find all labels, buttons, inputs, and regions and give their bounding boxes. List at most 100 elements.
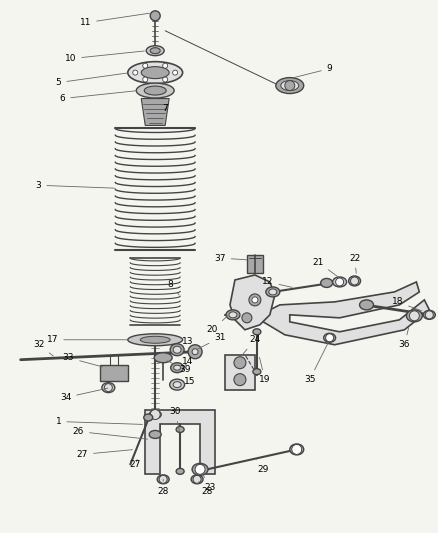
Circle shape xyxy=(104,384,112,392)
Text: 33: 33 xyxy=(63,353,102,367)
Ellipse shape xyxy=(253,329,261,335)
Text: 23: 23 xyxy=(202,474,216,492)
Text: 28: 28 xyxy=(199,481,213,496)
Polygon shape xyxy=(141,99,169,125)
Ellipse shape xyxy=(229,312,237,318)
Text: 8: 8 xyxy=(167,280,179,295)
Text: 11: 11 xyxy=(80,13,149,27)
Bar xyxy=(225,355,255,390)
Text: 5: 5 xyxy=(56,73,127,87)
Text: 31: 31 xyxy=(198,333,226,349)
Text: 27: 27 xyxy=(130,460,141,469)
Circle shape xyxy=(292,445,302,455)
Ellipse shape xyxy=(146,46,164,55)
Circle shape xyxy=(425,311,433,319)
Circle shape xyxy=(242,313,252,323)
Circle shape xyxy=(173,70,178,75)
Circle shape xyxy=(195,464,205,474)
Circle shape xyxy=(252,297,258,303)
Ellipse shape xyxy=(226,310,240,320)
Ellipse shape xyxy=(290,444,304,455)
Circle shape xyxy=(150,409,160,419)
Circle shape xyxy=(192,349,198,355)
Ellipse shape xyxy=(321,278,332,287)
Text: 29: 29 xyxy=(256,459,268,474)
Text: 3: 3 xyxy=(36,181,115,190)
Ellipse shape xyxy=(269,289,277,295)
Text: 14: 14 xyxy=(182,357,194,366)
Text: 39: 39 xyxy=(168,361,191,374)
Circle shape xyxy=(285,80,295,91)
Text: 17: 17 xyxy=(47,335,127,344)
Circle shape xyxy=(234,374,246,385)
Text: 24: 24 xyxy=(242,335,261,356)
Circle shape xyxy=(162,63,168,68)
Text: 6: 6 xyxy=(60,91,135,103)
Ellipse shape xyxy=(154,353,172,362)
Circle shape xyxy=(336,278,343,286)
Circle shape xyxy=(162,77,168,82)
Bar xyxy=(100,365,128,381)
Ellipse shape xyxy=(276,78,304,94)
Text: 26: 26 xyxy=(73,427,148,439)
Ellipse shape xyxy=(176,469,184,474)
Text: 13: 13 xyxy=(182,337,194,350)
Ellipse shape xyxy=(281,80,299,91)
Circle shape xyxy=(143,63,148,68)
Ellipse shape xyxy=(141,67,169,78)
Polygon shape xyxy=(145,409,215,474)
Text: 35: 35 xyxy=(304,342,328,384)
Ellipse shape xyxy=(173,365,180,370)
Ellipse shape xyxy=(176,426,184,432)
Text: 12: 12 xyxy=(262,278,292,287)
Ellipse shape xyxy=(149,431,161,439)
Ellipse shape xyxy=(324,333,336,342)
Ellipse shape xyxy=(173,382,181,387)
Circle shape xyxy=(326,334,334,342)
Ellipse shape xyxy=(349,276,360,286)
Circle shape xyxy=(234,357,246,369)
Circle shape xyxy=(133,70,138,75)
Circle shape xyxy=(159,475,167,483)
Ellipse shape xyxy=(157,475,169,484)
Ellipse shape xyxy=(144,86,166,95)
Text: 28: 28 xyxy=(158,479,169,496)
Text: 18: 18 xyxy=(392,297,422,311)
Text: 32: 32 xyxy=(33,340,53,356)
Circle shape xyxy=(150,11,160,21)
Polygon shape xyxy=(260,282,429,345)
Text: 1: 1 xyxy=(56,417,142,426)
Circle shape xyxy=(410,311,419,321)
Ellipse shape xyxy=(144,414,153,421)
Text: 10: 10 xyxy=(65,51,145,63)
Ellipse shape xyxy=(170,344,184,356)
Circle shape xyxy=(188,345,202,359)
Polygon shape xyxy=(230,275,275,330)
Ellipse shape xyxy=(360,300,374,310)
Text: 34: 34 xyxy=(60,388,108,402)
Text: 9: 9 xyxy=(293,64,332,78)
Text: 20: 20 xyxy=(206,316,228,334)
Text: 37: 37 xyxy=(214,254,247,263)
Ellipse shape xyxy=(406,310,422,322)
Ellipse shape xyxy=(150,47,160,54)
Text: 36: 36 xyxy=(399,327,410,349)
Ellipse shape xyxy=(191,475,203,484)
Circle shape xyxy=(249,294,261,306)
Ellipse shape xyxy=(192,463,208,475)
Circle shape xyxy=(350,277,359,285)
Text: 15: 15 xyxy=(184,377,196,386)
Bar xyxy=(247,255,263,273)
Text: 22: 22 xyxy=(349,254,360,273)
Circle shape xyxy=(143,77,148,82)
Ellipse shape xyxy=(149,410,161,418)
Ellipse shape xyxy=(424,310,435,319)
Ellipse shape xyxy=(266,287,280,297)
Ellipse shape xyxy=(140,336,170,343)
Ellipse shape xyxy=(173,346,181,353)
Circle shape xyxy=(193,475,201,483)
Text: 7: 7 xyxy=(162,104,168,113)
Text: 19: 19 xyxy=(259,358,271,384)
Text: 30: 30 xyxy=(170,407,181,432)
Ellipse shape xyxy=(136,83,174,98)
